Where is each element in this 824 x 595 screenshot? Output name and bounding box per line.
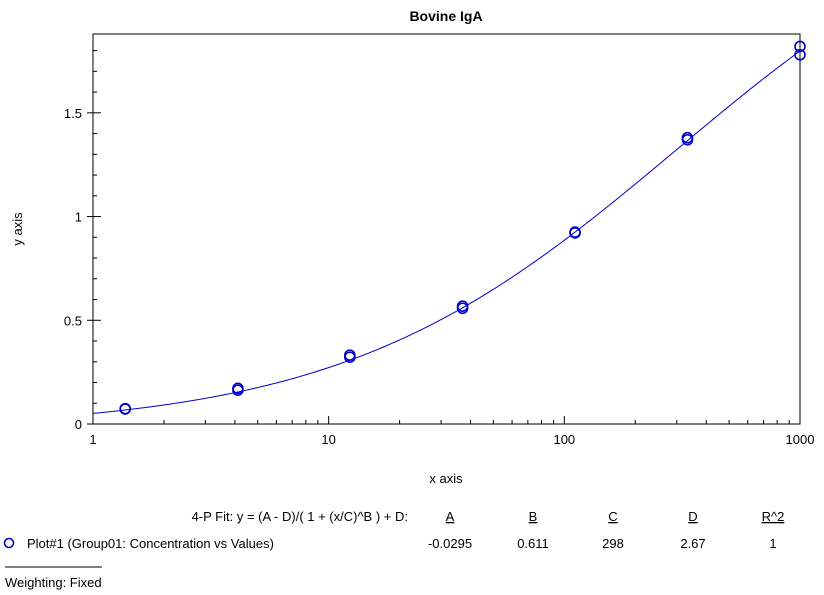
data-points	[119, 40, 806, 415]
data-point	[794, 40, 806, 53]
y-tick-label: 1.5	[64, 106, 82, 121]
fit-value-d: 2.67	[680, 536, 705, 551]
y-axis-label: y axis	[10, 212, 25, 246]
x-tick-label: 100	[553, 432, 575, 447]
x-axis-label: x axis	[429, 471, 463, 486]
fit-header-r2: R^2	[762, 509, 785, 524]
fit-value-c: 298	[602, 536, 624, 551]
fit-header-b: B	[529, 509, 538, 524]
y-tick-label: 0.5	[64, 313, 82, 328]
fit-header-c: C	[608, 509, 617, 524]
y-axis-ticks: 0 0.5 1 1.5	[64, 50, 101, 432]
fit-equation: 4-P Fit: y = (A - D)/( 1 + (x/C)^B ) + D…	[192, 509, 408, 524]
fit-results: 4-P Fit: y = (A - D)/( 1 + (x/C)^B ) + D…	[3, 509, 785, 590]
legend-series-name: Plot#1 (Group01: Concentration vs Values…	[27, 536, 274, 551]
data-point	[232, 382, 244, 395]
fit-curve	[92, 50, 801, 414]
x-tick-label: 1	[89, 432, 96, 447]
data-point	[794, 48, 806, 61]
data-point	[456, 300, 469, 312]
data-point	[344, 349, 356, 361]
data-point	[569, 226, 581, 238]
y-tick-label: 0	[75, 417, 82, 432]
x-tick-label: 1000	[786, 432, 815, 447]
fit-value-b: 0.611	[517, 536, 549, 551]
data-point	[119, 402, 132, 415]
y-tick-label: 1	[75, 210, 82, 225]
chart-title: Bovine IgA	[409, 8, 482, 24]
data-point	[681, 131, 694, 144]
fit-header-a: A	[446, 509, 455, 524]
fit-value-r2: 1	[769, 536, 776, 551]
legend-marker-icon	[3, 537, 15, 549]
plot-frame	[92, 33, 801, 425]
fit-header-d: D	[688, 509, 697, 524]
x-tick-label: 10	[321, 432, 335, 447]
x-axis-ticks: 1 10 100 1000	[89, 416, 814, 447]
fit-value-a: -0.0295	[428, 536, 472, 551]
weighting-label: Weighting: Fixed	[5, 575, 102, 590]
